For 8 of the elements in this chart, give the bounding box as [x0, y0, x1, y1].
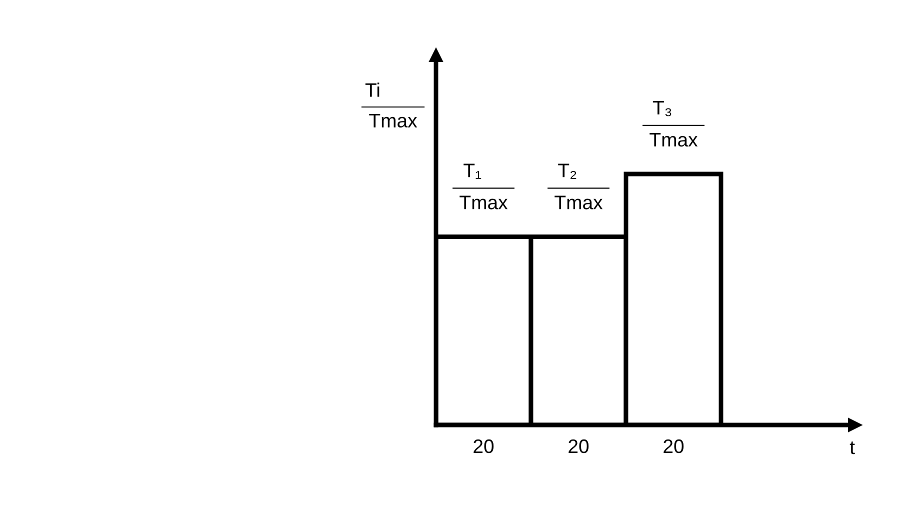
text: t	[850, 441, 855, 454]
annotation: T₂ Tmax	[554, 164, 603, 210]
y-axis-title: Ti Tmax	[365, 82, 418, 128]
annotation: T₁ Tmax	[460, 164, 508, 210]
text: T₃ Tmax	[650, 101, 698, 147]
x-tick-label: 20	[474, 439, 494, 454]
x-tick-label: 20	[568, 439, 589, 454]
x-tick-label: 20	[664, 439, 684, 454]
